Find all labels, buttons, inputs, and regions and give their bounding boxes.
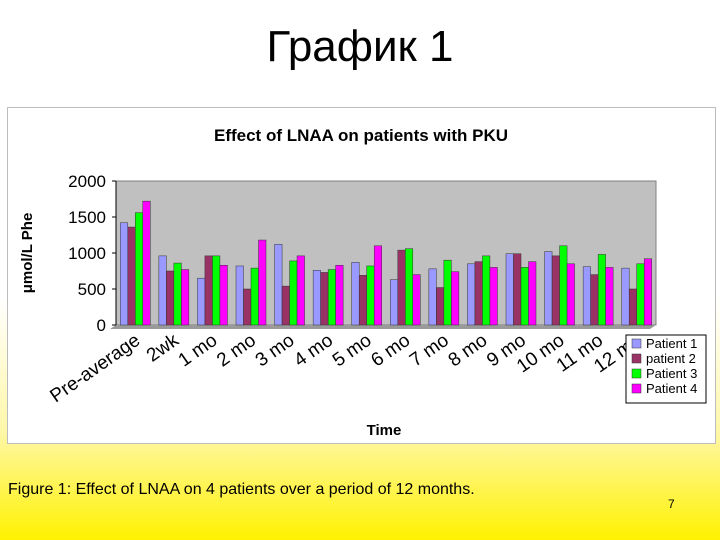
bar — [212, 255, 221, 326]
bar — [281, 285, 290, 326]
bar — [559, 245, 568, 326]
x-tick-label: Pre-average — [46, 330, 144, 407]
bar — [127, 226, 136, 326]
bar — [443, 259, 452, 326]
x-tick-label: 7 mo — [406, 330, 453, 371]
bar — [142, 200, 151, 326]
bar — [628, 288, 637, 326]
bar — [120, 222, 129, 326]
bar — [551, 255, 560, 326]
bar — [428, 268, 437, 326]
y-tick-label: 500 — [78, 280, 106, 299]
plot-area — [115, 180, 657, 326]
legend-label: Patient 4 — [646, 381, 697, 396]
x-tick-label: 2wk — [143, 330, 183, 367]
bar — [566, 263, 575, 326]
bar — [358, 275, 367, 326]
figure-caption: Figure 1: Effect of LNAA on 4 patients o… — [8, 481, 475, 498]
bar — [274, 244, 283, 326]
y-tick-label: 1500 — [68, 208, 106, 227]
bar — [335, 264, 344, 326]
x-tick-label: 8 mo — [445, 330, 492, 371]
bar — [405, 248, 414, 326]
bar — [528, 261, 537, 326]
bar — [181, 269, 190, 326]
bar — [489, 267, 498, 326]
bar — [474, 261, 483, 326]
bar — [351, 262, 360, 326]
chart-frame: Effect of LNAA on patients with PKU μmol… — [7, 107, 716, 444]
bar — [197, 277, 206, 326]
bar — [235, 265, 244, 326]
bar — [366, 265, 375, 326]
bar — [390, 279, 399, 326]
legend-label: Patient 1 — [646, 336, 697, 351]
legend-label: patient 2 — [646, 351, 696, 366]
bar — [373, 245, 382, 326]
bar — [250, 267, 259, 326]
slide-title: График 1 — [266, 22, 454, 71]
bar — [582, 266, 591, 326]
bar — [544, 251, 553, 326]
bar — [158, 255, 167, 326]
legend-swatch — [631, 368, 642, 379]
bar — [605, 267, 614, 326]
legend-label: Patient 3 — [646, 366, 697, 381]
bar — [397, 249, 406, 326]
x-tick-label: 1 mo — [175, 330, 222, 371]
bar — [219, 264, 228, 326]
x-tick-label: 4 mo — [290, 330, 337, 371]
legend-swatch — [631, 338, 642, 349]
plot-floor — [110, 325, 656, 329]
x-tick-label: 3 mo — [252, 330, 299, 371]
bar — [173, 262, 182, 326]
x-tick-label: 5 mo — [329, 330, 376, 371]
bar — [513, 253, 522, 326]
page-number: 7 — [668, 497, 675, 511]
y-tick-label: 1000 — [68, 244, 106, 263]
bar-chart: Effect of LNAA on patients with PKU μmol… — [19, 126, 707, 439]
x-axis-label: Time — [367, 422, 402, 439]
bar — [204, 255, 213, 326]
bar — [505, 253, 514, 326]
bar — [451, 271, 460, 326]
bar — [636, 263, 645, 326]
bar — [643, 258, 652, 326]
bar — [289, 260, 298, 326]
bar — [320, 272, 329, 326]
bar — [312, 270, 321, 326]
bar — [436, 287, 445, 326]
bar — [296, 255, 305, 326]
bar — [327, 269, 336, 326]
y-tick-label: 2000 — [68, 172, 106, 191]
x-tick-label: 2 mo — [213, 330, 260, 371]
bar — [590, 274, 599, 326]
chart-title: Effect of LNAA on patients with PKU — [214, 126, 508, 145]
bar — [621, 267, 630, 326]
legend-swatch — [631, 353, 642, 364]
bar — [135, 212, 144, 326]
bar — [412, 274, 421, 326]
bar — [258, 239, 267, 326]
bar — [482, 255, 491, 326]
bar — [597, 254, 606, 326]
bar — [243, 288, 252, 326]
bar — [520, 267, 529, 326]
bar — [166, 270, 175, 326]
bar — [467, 263, 476, 326]
legend-swatch — [631, 383, 642, 394]
y-axis-label: μmol/L Phe — [19, 213, 36, 294]
y-tick-label: 0 — [97, 316, 106, 335]
x-tick-label: 6 mo — [367, 330, 414, 371]
